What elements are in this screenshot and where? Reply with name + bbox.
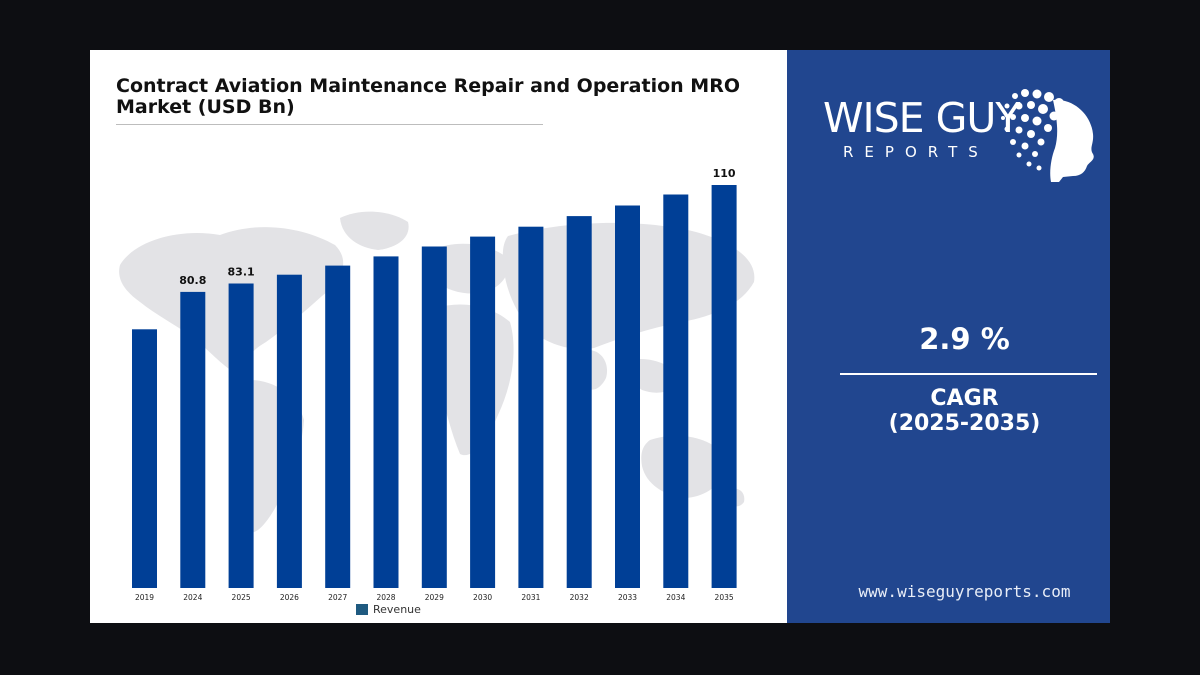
x-tick-2034: 2034 xyxy=(666,593,685,602)
bar-2035 xyxy=(711,185,737,588)
bar-2024 xyxy=(180,291,206,588)
x-tick-2029: 2029 xyxy=(425,593,444,602)
x-tick-2031: 2031 xyxy=(521,593,540,602)
cagr-label: CAGR xyxy=(930,386,999,411)
bar-2033 xyxy=(615,205,640,588)
report-card: Contract Aviation Maintenance Repair and… xyxy=(90,50,1110,623)
x-tick-2024: 2024 xyxy=(183,593,202,602)
cagr-divider xyxy=(840,373,1097,375)
bar-2027 xyxy=(325,265,351,588)
legend-label-revenue: Revenue xyxy=(373,603,421,616)
x-tick-2019: 2019 xyxy=(135,593,154,602)
data-label-2024: 80.8 xyxy=(179,274,206,287)
chart-legend: Revenue xyxy=(356,603,421,616)
x-tick-2025: 2025 xyxy=(232,593,251,602)
bar-2025 xyxy=(228,283,254,588)
bar-2019 xyxy=(132,329,157,588)
side-panel: WISE GUY REPORTS 2.9 % C xyxy=(787,50,1110,623)
bars-layer xyxy=(132,185,737,588)
bar-2034 xyxy=(663,194,689,588)
data-label-2025: 83.1 xyxy=(228,266,255,279)
data-label-2035: 110 xyxy=(713,167,736,180)
cagr-value: 2.9 % xyxy=(919,322,1010,356)
cagr-period: (2025-2035) xyxy=(888,411,1041,436)
x-tick-2028: 2028 xyxy=(376,593,395,602)
x-tick-2027: 2027 xyxy=(328,593,347,602)
x-tick-2035: 2035 xyxy=(715,593,734,602)
bar-2031 xyxy=(518,226,544,588)
logo-main-text: WISE GUY xyxy=(823,94,1020,142)
x-tick-2026: 2026 xyxy=(280,593,299,602)
x-tick-2033: 2033 xyxy=(618,593,637,602)
logo-sub-text: REPORTS xyxy=(843,143,989,161)
bar-2032 xyxy=(566,216,592,588)
x-tick-2030: 2030 xyxy=(473,593,492,602)
title-divider xyxy=(116,124,543,125)
bar-2026 xyxy=(276,274,302,588)
chart-panel: Contract Aviation Maintenance Repair and… xyxy=(90,50,787,623)
chart-title: Contract Aviation Maintenance Repair and… xyxy=(116,75,740,118)
data-labels-layer: 80.8 83.1 110 xyxy=(179,167,736,287)
x-tick-2032: 2032 xyxy=(570,593,589,602)
website-url: www.wiseguyreports.com xyxy=(858,582,1071,601)
bar-2030 xyxy=(470,236,496,588)
brand-logo: WISE GUY REPORTS xyxy=(823,88,1103,188)
bar-2029 xyxy=(421,246,447,588)
legend-swatch-revenue xyxy=(356,604,368,615)
x-axis-ticks: 2019 2024 2025 2026 2027 2028 2029 2030 2031 2032… xyxy=(135,593,734,602)
bar-chart: 80.8 83.1 110 2019 2024 2025 2026 2027 2028 2029… xyxy=(132,167,737,602)
bar-2028 xyxy=(373,256,399,588)
head-dots-icon xyxy=(1001,89,1094,182)
